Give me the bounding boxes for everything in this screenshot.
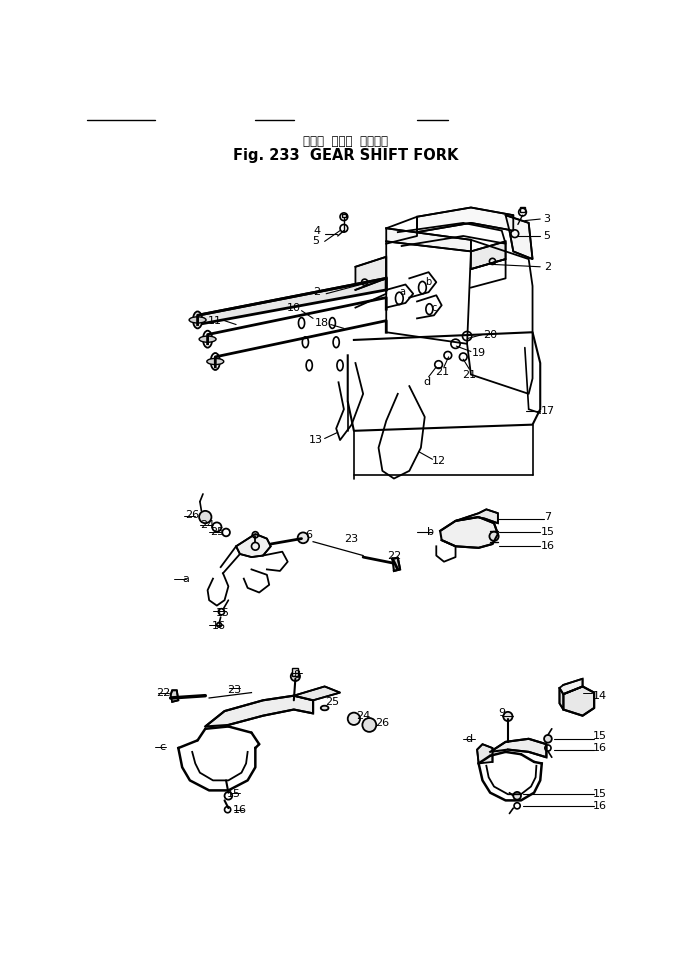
Text: 8: 8 xyxy=(293,670,301,679)
Text: d: d xyxy=(466,734,473,744)
Circle shape xyxy=(290,672,300,681)
Text: c: c xyxy=(431,302,437,313)
Text: 16: 16 xyxy=(593,801,607,811)
Polygon shape xyxy=(236,534,271,557)
Text: d: d xyxy=(423,377,431,387)
Text: c: c xyxy=(160,742,166,751)
Circle shape xyxy=(298,533,309,543)
Ellipse shape xyxy=(193,311,202,329)
Text: 24: 24 xyxy=(200,520,215,530)
Text: 16: 16 xyxy=(541,541,555,551)
Text: 10: 10 xyxy=(287,303,301,313)
Text: 25: 25 xyxy=(326,697,340,707)
Text: 15: 15 xyxy=(226,789,241,799)
Text: 7: 7 xyxy=(545,512,551,522)
Polygon shape xyxy=(392,558,400,571)
Polygon shape xyxy=(417,207,514,232)
Text: 6: 6 xyxy=(306,530,313,539)
Bar xyxy=(342,214,346,217)
Polygon shape xyxy=(294,686,340,700)
Polygon shape xyxy=(440,517,498,548)
Text: 14: 14 xyxy=(593,691,607,701)
Text: 25: 25 xyxy=(210,528,224,538)
Polygon shape xyxy=(456,509,498,523)
Text: 20: 20 xyxy=(483,330,497,339)
Polygon shape xyxy=(559,688,563,710)
Polygon shape xyxy=(197,278,386,325)
Ellipse shape xyxy=(321,706,328,711)
Text: 26: 26 xyxy=(375,718,390,728)
Circle shape xyxy=(514,792,521,800)
Bar xyxy=(520,207,525,212)
Text: Fig. 233  GEAR SHIFT FORK: Fig. 233 GEAR SHIFT FORK xyxy=(233,148,458,162)
Text: 22: 22 xyxy=(156,687,170,698)
Text: 21: 21 xyxy=(462,370,477,380)
Circle shape xyxy=(544,735,552,743)
Text: 11: 11 xyxy=(208,316,222,326)
Circle shape xyxy=(363,718,376,732)
Text: 21: 21 xyxy=(435,367,450,377)
Circle shape xyxy=(489,532,499,540)
Text: 5: 5 xyxy=(312,236,319,246)
Text: 15: 15 xyxy=(541,528,555,538)
Text: 24: 24 xyxy=(356,711,370,720)
Polygon shape xyxy=(490,739,547,757)
Polygon shape xyxy=(355,257,386,290)
Polygon shape xyxy=(386,228,471,252)
Circle shape xyxy=(348,712,360,725)
Text: 9: 9 xyxy=(498,709,506,718)
Polygon shape xyxy=(471,241,506,269)
Polygon shape xyxy=(506,215,532,260)
Text: 22: 22 xyxy=(387,550,401,561)
Circle shape xyxy=(199,511,212,523)
Text: 16: 16 xyxy=(212,621,225,632)
Text: 16: 16 xyxy=(593,743,607,753)
Circle shape xyxy=(252,532,258,538)
Polygon shape xyxy=(477,745,493,763)
Text: ギヤー  シフト  フォーク: ギヤー シフト フォーク xyxy=(303,135,388,148)
Text: 23: 23 xyxy=(226,685,241,695)
Circle shape xyxy=(503,712,512,721)
Text: 5: 5 xyxy=(543,231,550,241)
Text: 16: 16 xyxy=(233,805,247,815)
Ellipse shape xyxy=(189,317,206,323)
Text: 13: 13 xyxy=(309,435,322,445)
Text: 18: 18 xyxy=(315,318,329,328)
Ellipse shape xyxy=(207,359,224,364)
Text: 2: 2 xyxy=(545,261,551,272)
Polygon shape xyxy=(559,678,582,694)
Text: 17: 17 xyxy=(541,405,555,416)
Text: 15: 15 xyxy=(593,789,607,799)
Bar xyxy=(293,668,299,677)
Text: 4: 4 xyxy=(313,226,321,235)
Text: 12: 12 xyxy=(431,456,446,466)
Text: a: a xyxy=(400,287,405,297)
Text: b: b xyxy=(425,277,432,287)
Polygon shape xyxy=(206,696,313,726)
Ellipse shape xyxy=(199,336,216,342)
Text: 26: 26 xyxy=(185,510,200,520)
Polygon shape xyxy=(563,686,594,715)
Text: b: b xyxy=(427,528,435,538)
Text: 19: 19 xyxy=(472,348,486,358)
Text: 15: 15 xyxy=(216,608,230,618)
Text: 23: 23 xyxy=(344,534,359,543)
Text: a: a xyxy=(183,573,189,583)
Text: 15: 15 xyxy=(593,732,607,742)
Text: 3: 3 xyxy=(543,214,550,225)
Polygon shape xyxy=(171,690,179,702)
Text: 2: 2 xyxy=(313,287,321,297)
